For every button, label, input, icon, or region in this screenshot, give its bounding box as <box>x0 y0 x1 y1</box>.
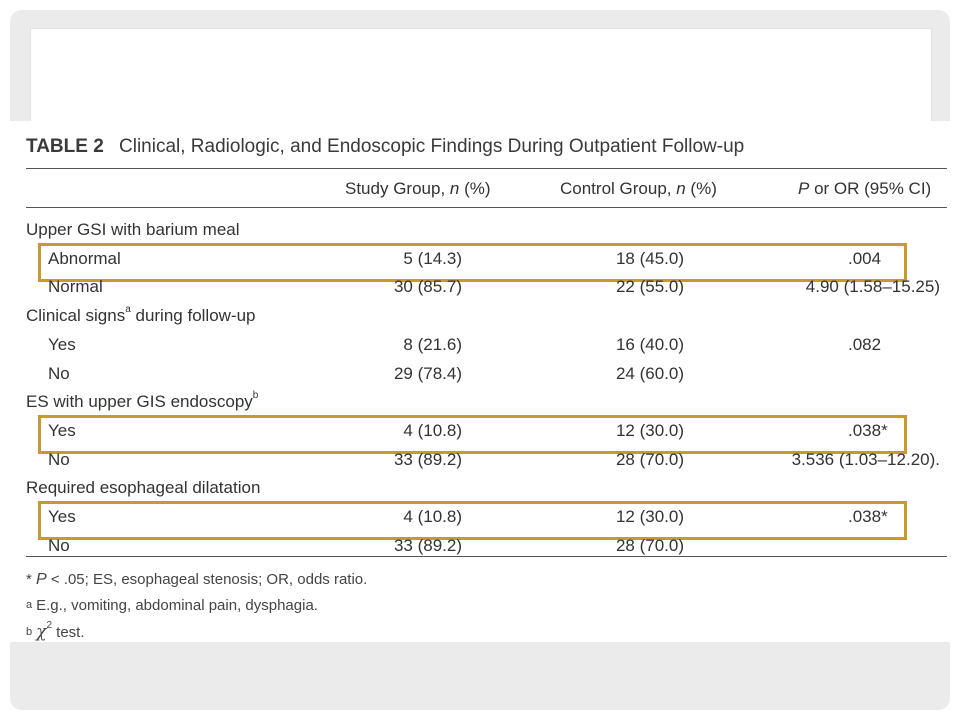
row-label: Normal <box>48 277 103 297</box>
control-value: 16 (40.0) <box>615 334 684 354</box>
p-value: .038* <box>848 420 888 440</box>
table-tag: TABLE 2 <box>26 136 104 157</box>
top-rule <box>26 168 947 169</box>
highlight-box <box>38 414 907 454</box>
study-value: 5 (14.3) <box>403 248 462 268</box>
p-value: .004 <box>848 248 882 268</box>
control-value: 22 (55.0) <box>615 277 684 297</box>
control-value: 24 (60.0) <box>615 363 684 383</box>
footnote-star: * P < .05; ES, esophageal stenosis; OR, … <box>26 571 368 588</box>
control-value: 18 (45.0) <box>615 248 684 268</box>
study-value: 29 (78.4) <box>393 363 462 383</box>
control-value: 12 (30.0) <box>615 420 684 440</box>
section-label: ES with upper GIS endoscopyb <box>26 390 259 412</box>
study-value: 33 (89.2) <box>393 535 462 555</box>
section-label: Required esophageal dilatation <box>26 478 261 498</box>
control-value: 12 (30.0) <box>615 507 684 526</box>
footnote-a: a E.g., vomiting, abdominal pain, dysphag… <box>26 597 318 614</box>
study-value: 4 (10.8) <box>403 507 462 526</box>
table-caption: Clinical, Radiologic, and Endoscopic Fin… <box>119 136 745 157</box>
control-value: 28 (70.0) <box>615 535 684 555</box>
header-rule <box>26 207 947 208</box>
study-value: 4 (10.8) <box>403 420 462 440</box>
p-value: 4.90 (1.58–15.25) <box>805 277 940 297</box>
section-label: Clinical signsa during follow-up <box>26 304 256 326</box>
slide-title-area <box>30 28 932 122</box>
row-label: Abnormal <box>48 248 121 268</box>
row-label: No <box>48 363 70 383</box>
highlight-box <box>38 501 907 540</box>
bottom-rule <box>26 556 947 557</box>
row-label: Yes <box>48 507 76 526</box>
header-p-or: P or OR (95% CI) <box>798 179 932 198</box>
table-image <box>10 121 950 642</box>
control-value: 28 (70.0) <box>615 449 684 469</box>
p-value: .038* <box>848 507 888 526</box>
row-label: Yes <box>48 334 76 354</box>
study-value: 8 (21.6) <box>403 334 462 354</box>
section-label: Upper GSI with barium meal <box>26 220 240 239</box>
header-control: Control Group, n (%) <box>560 179 717 198</box>
header-study: Study Group, n (%) <box>345 179 491 198</box>
footnote-b: b χ2 test. <box>26 620 85 642</box>
row-label: No <box>48 535 70 555</box>
row-label: No <box>48 449 70 469</box>
row-label: Yes <box>48 420 76 440</box>
p-value: .082 <box>848 334 882 354</box>
study-value: 33 (89.2) <box>393 449 462 469</box>
highlight-box <box>38 242 907 282</box>
p-value: 3.536 (1.03–12.20). <box>791 449 940 469</box>
study-value: 30 (85.7) <box>393 277 462 297</box>
